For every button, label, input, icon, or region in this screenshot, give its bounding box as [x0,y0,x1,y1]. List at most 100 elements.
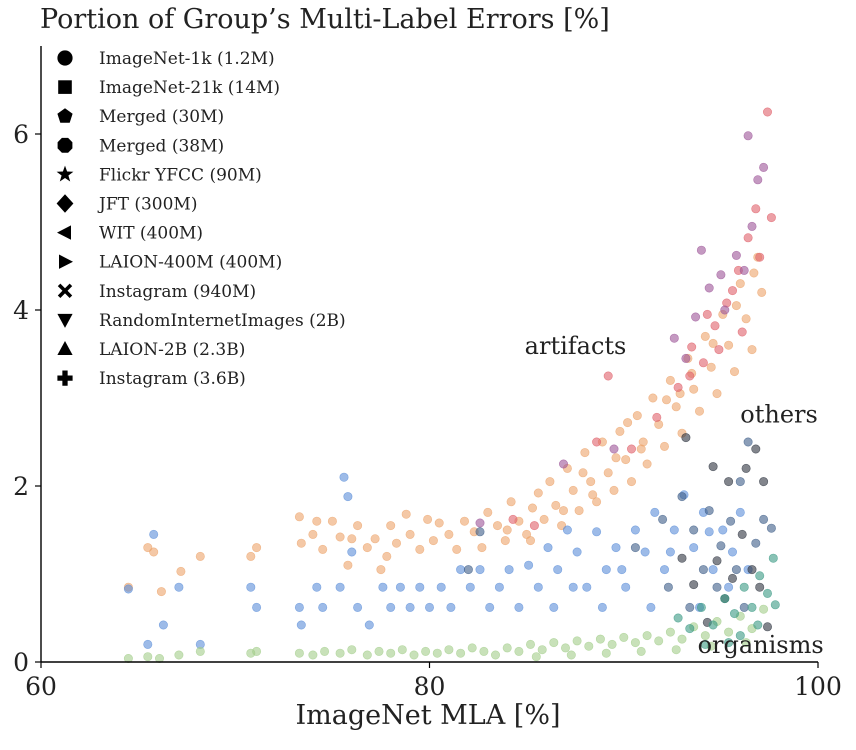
data-point [747,345,757,355]
data-point [294,648,304,658]
data-point [652,412,662,422]
data-point [710,321,720,331]
data-point [689,525,699,535]
data-point [642,631,652,641]
data-point [708,620,718,630]
data-point [444,645,454,655]
x-axis-label: ImageNet MLA [%] [295,700,560,731]
data-point [252,646,262,656]
legend-entry: LAION-400M (400M) [59,253,282,273]
data-point [465,582,475,592]
data-point [720,305,730,315]
data-point [735,279,745,289]
data-point [382,551,392,561]
data-point [483,507,493,517]
data-point [294,512,304,522]
data-point [362,543,372,553]
data-point [347,645,357,655]
data-point [654,636,664,646]
data-point [514,602,524,612]
data-point [689,543,699,553]
data-point [708,338,718,348]
data-point [424,602,434,612]
data-point [727,286,737,296]
data-point [343,560,353,570]
data-point [621,582,631,592]
data-point [747,221,757,231]
data-point [320,646,330,656]
data-point [659,565,669,575]
data-point [327,516,337,526]
x-tick-label: 100 [794,672,842,701]
data-point [463,565,473,575]
data-point [339,472,349,482]
data-point [601,648,611,658]
data-point [502,643,512,653]
data-point [586,477,596,487]
data-point [636,444,646,454]
data-point [603,371,613,381]
data-point [335,648,345,658]
data-point [362,650,372,660]
data-point [558,459,568,469]
legend-marker-triangle-left [57,225,71,240]
data-point [704,527,714,537]
data-point [578,468,588,478]
data-point [506,497,516,507]
data-point [553,565,563,575]
legend-marker-triangle-down [57,313,73,328]
data-point [149,529,159,539]
data-point [770,600,780,610]
data-point [174,650,184,660]
data-point [642,459,652,469]
data-point [714,345,724,355]
legend-marker-plus [57,370,73,386]
data-point [694,406,704,416]
data-point [615,426,625,436]
data-point [549,602,559,612]
legend-marker-x [57,283,73,298]
data-point [609,444,619,454]
data-point [677,492,687,502]
data-point [195,551,205,561]
legend-label: Merged (38M) [99,136,224,156]
data-point [737,327,747,337]
data-point [762,622,772,632]
data-point [123,584,133,594]
data-point [485,602,495,612]
data-point [452,544,462,554]
data-point [665,375,675,385]
data-point [677,634,687,644]
data-point [712,389,722,399]
data-point [759,477,769,487]
data-point [718,525,728,535]
data-point [597,602,607,612]
data-point [731,250,741,260]
data-point [533,488,543,498]
data-point [568,582,578,592]
data-point [762,588,772,598]
data-point [252,543,262,553]
data-point [724,627,734,637]
data-point [626,444,636,454]
data-point [312,516,322,526]
data-point [759,514,769,524]
data-point [524,560,534,570]
data-point [395,582,405,592]
data-point [698,565,708,575]
y-tick-label: 2 [13,472,29,501]
data-point [603,468,613,478]
data-point [704,283,714,293]
data-point [677,553,687,563]
data-point [755,582,765,592]
data-point [621,455,631,465]
data-point [539,514,549,524]
data-point [514,646,524,656]
data-point [700,631,710,641]
legend-label: JFT (300M) [97,195,197,215]
data-point [456,565,466,575]
data-point [696,245,706,255]
x-axis-ticks: 60 80 100 [25,662,842,701]
legend-entry: LAION-2B (2.3B) [57,340,245,360]
legend-marker-octagon [57,137,73,153]
